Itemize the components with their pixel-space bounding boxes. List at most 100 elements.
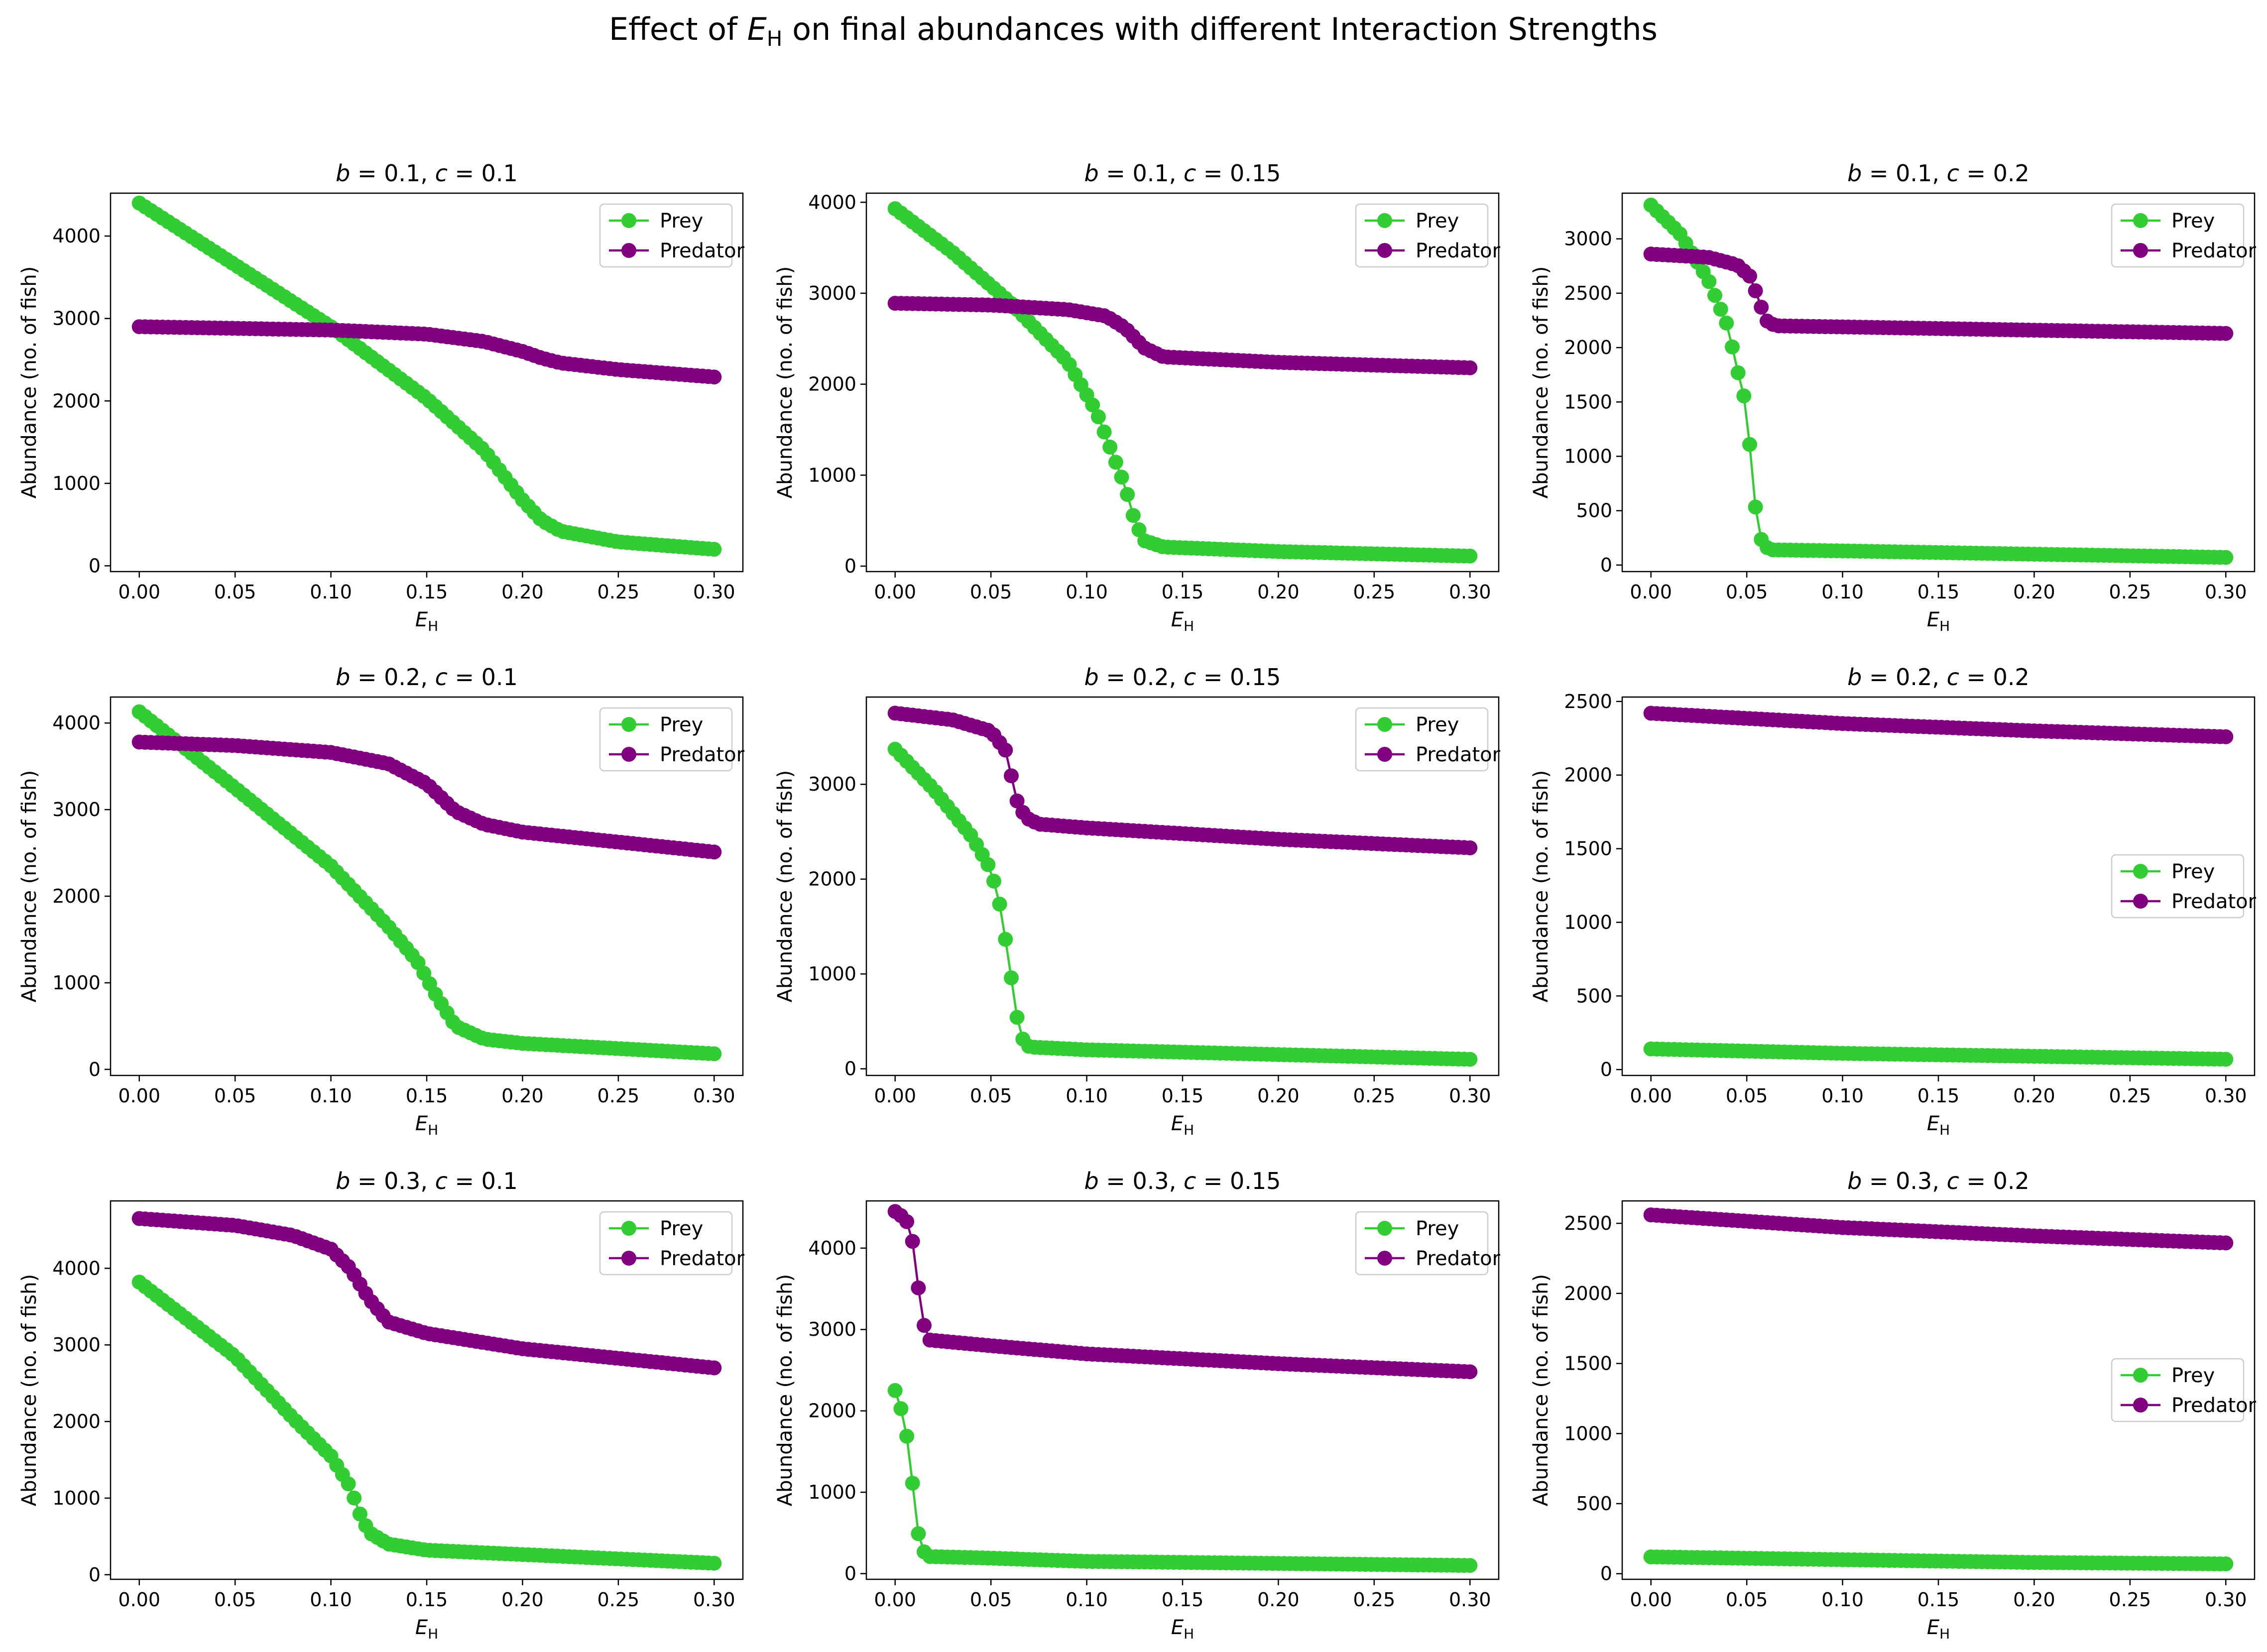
subplot-title-part: b xyxy=(1084,1168,1099,1194)
x-tick-label: 0.00 xyxy=(1630,581,1672,603)
data-point-predator xyxy=(905,1234,920,1249)
data-point-prey xyxy=(1009,1010,1025,1025)
legend-marker-predator xyxy=(621,1251,636,1266)
plot-area xyxy=(1643,706,2234,1067)
axes-frame xyxy=(865,192,1500,573)
axes-frame xyxy=(1621,696,2256,1076)
x-axis-label-subscript: H xyxy=(1939,1122,1950,1138)
y-tick-label: 2000 xyxy=(52,1411,101,1432)
x-axis-label-symbol: E xyxy=(1171,1112,1184,1135)
x-tick-label: 0.30 xyxy=(693,581,735,603)
subplot-title-part: = 0.15 xyxy=(1196,1168,1281,1194)
y-axis-label: Abundance (no. of fish) xyxy=(1530,266,1552,498)
series-predator xyxy=(131,734,722,860)
data-point-prey xyxy=(1462,1558,1478,1573)
subplot-title-part: = 0.2 xyxy=(1959,160,2029,187)
subplot-title-part: c xyxy=(1184,160,1196,187)
data-point-predator xyxy=(1462,360,1478,375)
series-predator xyxy=(1643,706,2234,744)
x-axis-label-subscript: H xyxy=(428,1626,438,1642)
legend-label-prey: Prey xyxy=(2171,210,2215,233)
legend-marker-prey xyxy=(1377,1221,1392,1236)
subplot-title-part: = 0.1 xyxy=(448,1168,518,1194)
y-tick-label: 2000 xyxy=(1564,337,1612,358)
series-predator xyxy=(131,319,722,385)
data-point-prey xyxy=(1462,1052,1478,1067)
data-point-prey xyxy=(1131,522,1147,537)
data-point-prey xyxy=(2218,1052,2234,1067)
data-point-prey xyxy=(1096,424,1112,440)
y-tick-label: 500 xyxy=(1576,985,1612,1007)
data-point-predator xyxy=(707,844,722,860)
x-axis-label-symbol: E xyxy=(1171,608,1184,631)
x-tick-label: 0.30 xyxy=(2205,1085,2247,1107)
x-tick-label: 0.20 xyxy=(501,1085,544,1107)
data-point-prey xyxy=(1125,508,1141,523)
figure-title-subscript: H xyxy=(767,26,783,51)
legend-label-prey: Prey xyxy=(660,210,703,233)
legend-label-predator: Predator xyxy=(1416,1247,1501,1270)
plot-area xyxy=(131,195,722,557)
y-tick-label: 0 xyxy=(1600,1059,1612,1080)
legend-marker-predator xyxy=(2133,243,2148,258)
subplot-title: b = 0.1, c = 0.2 xyxy=(1847,160,2029,187)
x-tick-label: 0.10 xyxy=(310,1085,352,1107)
subplot-7: b = 0.3, c = 0.1 0.00 0.05 0.10 0.15 0.20 0.25… xyxy=(18,1168,745,1642)
y-tick-label: 4000 xyxy=(808,1237,856,1259)
axes-frame xyxy=(1621,192,2256,573)
data-point-prey xyxy=(887,1383,903,1398)
subplot-title-part: = 0.3, xyxy=(1862,1168,1946,1194)
x-tick-label: 0.30 xyxy=(1449,1085,1491,1107)
subplot-title-part: c xyxy=(1947,1168,1959,1194)
legend-marker-predator xyxy=(2133,1398,2148,1413)
y-axis-label: Abundance (no. of fish) xyxy=(18,770,41,1002)
x-axis-label: EH xyxy=(415,608,438,634)
x-axis-label: EH xyxy=(415,1112,438,1138)
figure-title-symbol: E xyxy=(747,11,767,47)
y-axis-label: Abundance (no. of fish) xyxy=(18,1274,41,1506)
legend-label-predator: Predator xyxy=(660,743,745,766)
subplot-1: b = 0.1, c = 0.1 0.00 0.05 0.10 0.15 0.20 0.25… xyxy=(18,160,745,634)
x-tick-label: 0.20 xyxy=(2013,1085,2055,1107)
subplot-grid: b = 0.1, c = 0.1 0.00 0.05 0.10 0.15 0.20 0.25… xyxy=(18,160,2257,1642)
subplot-title-part: b xyxy=(1847,664,1862,691)
subplot-3: b = 0.1, c = 0.2 0.00 0.05 0.10 0.15 0.20 0.25… xyxy=(1530,160,2257,634)
x-tick-label: 0.10 xyxy=(1066,581,1108,603)
x-axis-label-symbol: E xyxy=(415,608,428,631)
y-tick-label: 3000 xyxy=(808,773,856,795)
x-tick-label: 0.20 xyxy=(1257,581,1300,603)
x-tick-label: 0.00 xyxy=(1630,1589,1672,1611)
y-tick-label: 1000 xyxy=(1564,446,1612,468)
legend: Prey Predator xyxy=(599,203,745,268)
x-tick-label: 0.25 xyxy=(1353,1085,1396,1107)
axes-frame xyxy=(865,1200,1500,1580)
data-point-prey xyxy=(1748,499,1763,515)
y-tick-label: 500 xyxy=(1576,1493,1612,1515)
legend-label-prey: Prey xyxy=(2171,1364,2215,1387)
x-axis-label-subscript: H xyxy=(1184,1122,1194,1138)
subplot-title-part: = 0.3, xyxy=(1099,1168,1184,1194)
x-tick-label: 0.30 xyxy=(2205,1589,2247,1611)
x-tick-label: 0.00 xyxy=(874,1589,916,1611)
subplot-6: b = 0.2, c = 0.2 0.00 0.05 0.10 0.15 0.20 0.25… xyxy=(1530,664,2257,1138)
legend-marker-prey xyxy=(2133,213,2148,228)
x-tick-label: 0.10 xyxy=(1066,1589,1108,1611)
x-tick-label: 0.25 xyxy=(1353,581,1396,603)
x-tick-label: 0.30 xyxy=(1449,581,1491,603)
y-tick-label: 3000 xyxy=(52,1334,101,1356)
data-point-prey xyxy=(1120,487,1135,502)
x-tick-label: 0.20 xyxy=(2013,1589,2055,1611)
plot-area xyxy=(1643,198,2234,565)
y-tick-label: 4000 xyxy=(52,1257,101,1279)
x-tick-label: 0.15 xyxy=(406,581,448,603)
legend-label-predator: Predator xyxy=(1416,743,1501,766)
y-tick-label: 2500 xyxy=(1564,691,1612,712)
x-axis-label-symbol: E xyxy=(415,1616,428,1639)
data-point-prey xyxy=(986,873,1001,889)
subplot-title-part: b xyxy=(336,160,350,187)
y-tick-label: 0 xyxy=(89,1059,101,1080)
series-predator xyxy=(887,296,1478,375)
x-tick-label: 0.30 xyxy=(2205,581,2247,603)
x-axis-label-symbol: E xyxy=(1927,1112,1940,1135)
x-axis-label-symbol: E xyxy=(1927,1616,1940,1639)
